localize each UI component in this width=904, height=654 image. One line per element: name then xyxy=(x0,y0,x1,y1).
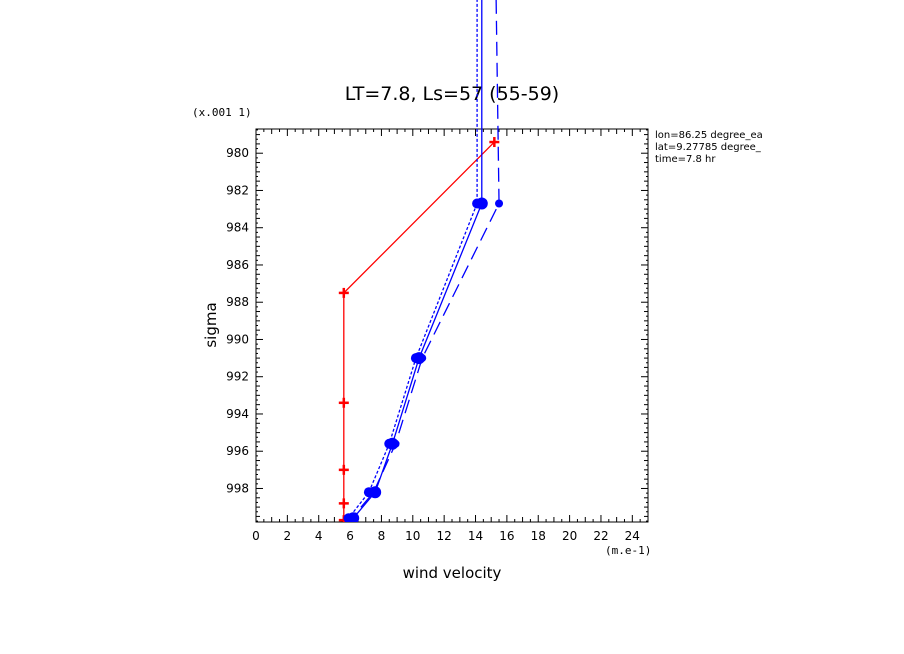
x-unit-label: (m.e-1) xyxy=(605,544,651,557)
x-tick-label: 14 xyxy=(468,529,483,543)
x-tick-label: 24 xyxy=(625,529,640,543)
x-tick-label: 20 xyxy=(562,529,577,543)
series-group xyxy=(338,0,504,522)
x-tick-label: 8 xyxy=(378,529,386,543)
y-tick-label: 992 xyxy=(226,370,249,384)
x-tick-label: 16 xyxy=(499,529,514,543)
y-tick-label: 994 xyxy=(226,407,249,421)
y-tick-label: 988 xyxy=(226,295,249,309)
series-0 xyxy=(338,137,500,522)
x-axis: 0 2 4 6 8 10 12 14 16 18 20 22 24 xyxy=(252,129,649,543)
data-point xyxy=(338,464,349,475)
x-tick-label: 6 xyxy=(346,529,354,543)
y-unit-label: (x.001 1) xyxy=(192,106,252,119)
data-point xyxy=(410,353,421,364)
y-tick-label: 990 xyxy=(226,332,249,346)
series-line xyxy=(343,141,495,521)
x-tick-label: 18 xyxy=(531,529,546,543)
info-line: lat=9.27785 degree_ xyxy=(655,142,762,153)
data-point xyxy=(384,438,395,449)
plot-frame xyxy=(255,128,649,523)
y-tick-label: 982 xyxy=(226,183,249,197)
y-tick-label: 996 xyxy=(226,444,249,458)
series-3 xyxy=(347,0,504,522)
x-tick-label: 0 xyxy=(252,529,260,543)
data-point xyxy=(472,198,483,209)
y-axis-label: sigma xyxy=(202,302,220,347)
x-tick-label: 10 xyxy=(405,529,420,543)
y-axis: 980 982 984 986 988 990 992 994 996 998 xyxy=(226,129,648,522)
y-tick-label: 998 xyxy=(226,481,249,495)
series-1 xyxy=(347,0,488,522)
data-point xyxy=(338,397,349,408)
series-line xyxy=(351,0,500,519)
series-line xyxy=(352,0,483,519)
data-point xyxy=(391,439,400,448)
data-point xyxy=(369,488,378,497)
info-line: lon=86.25 degree_ea xyxy=(655,130,763,141)
y-tick-label: 980 xyxy=(226,146,249,160)
data-point xyxy=(338,287,349,298)
series-2 xyxy=(343,0,483,522)
data-point xyxy=(338,498,349,509)
x-axis-label: wind velocity xyxy=(403,564,502,582)
x-tick-label: 4 xyxy=(315,529,323,543)
x-tick-label: 2 xyxy=(284,529,292,543)
data-point xyxy=(347,514,356,522)
data-point xyxy=(495,199,504,208)
data-point xyxy=(489,137,500,148)
chart-title: LT=7.8, Ls=57 (55-59) xyxy=(345,83,559,105)
y-tick-label: 984 xyxy=(226,221,249,235)
info-line: time=7.8 hr xyxy=(655,154,716,165)
data-point xyxy=(418,354,427,363)
x-tick-label: 22 xyxy=(593,529,608,543)
y-tick-label: 986 xyxy=(226,258,249,272)
series-line xyxy=(347,0,478,519)
x-tick-label: 12 xyxy=(437,529,452,543)
